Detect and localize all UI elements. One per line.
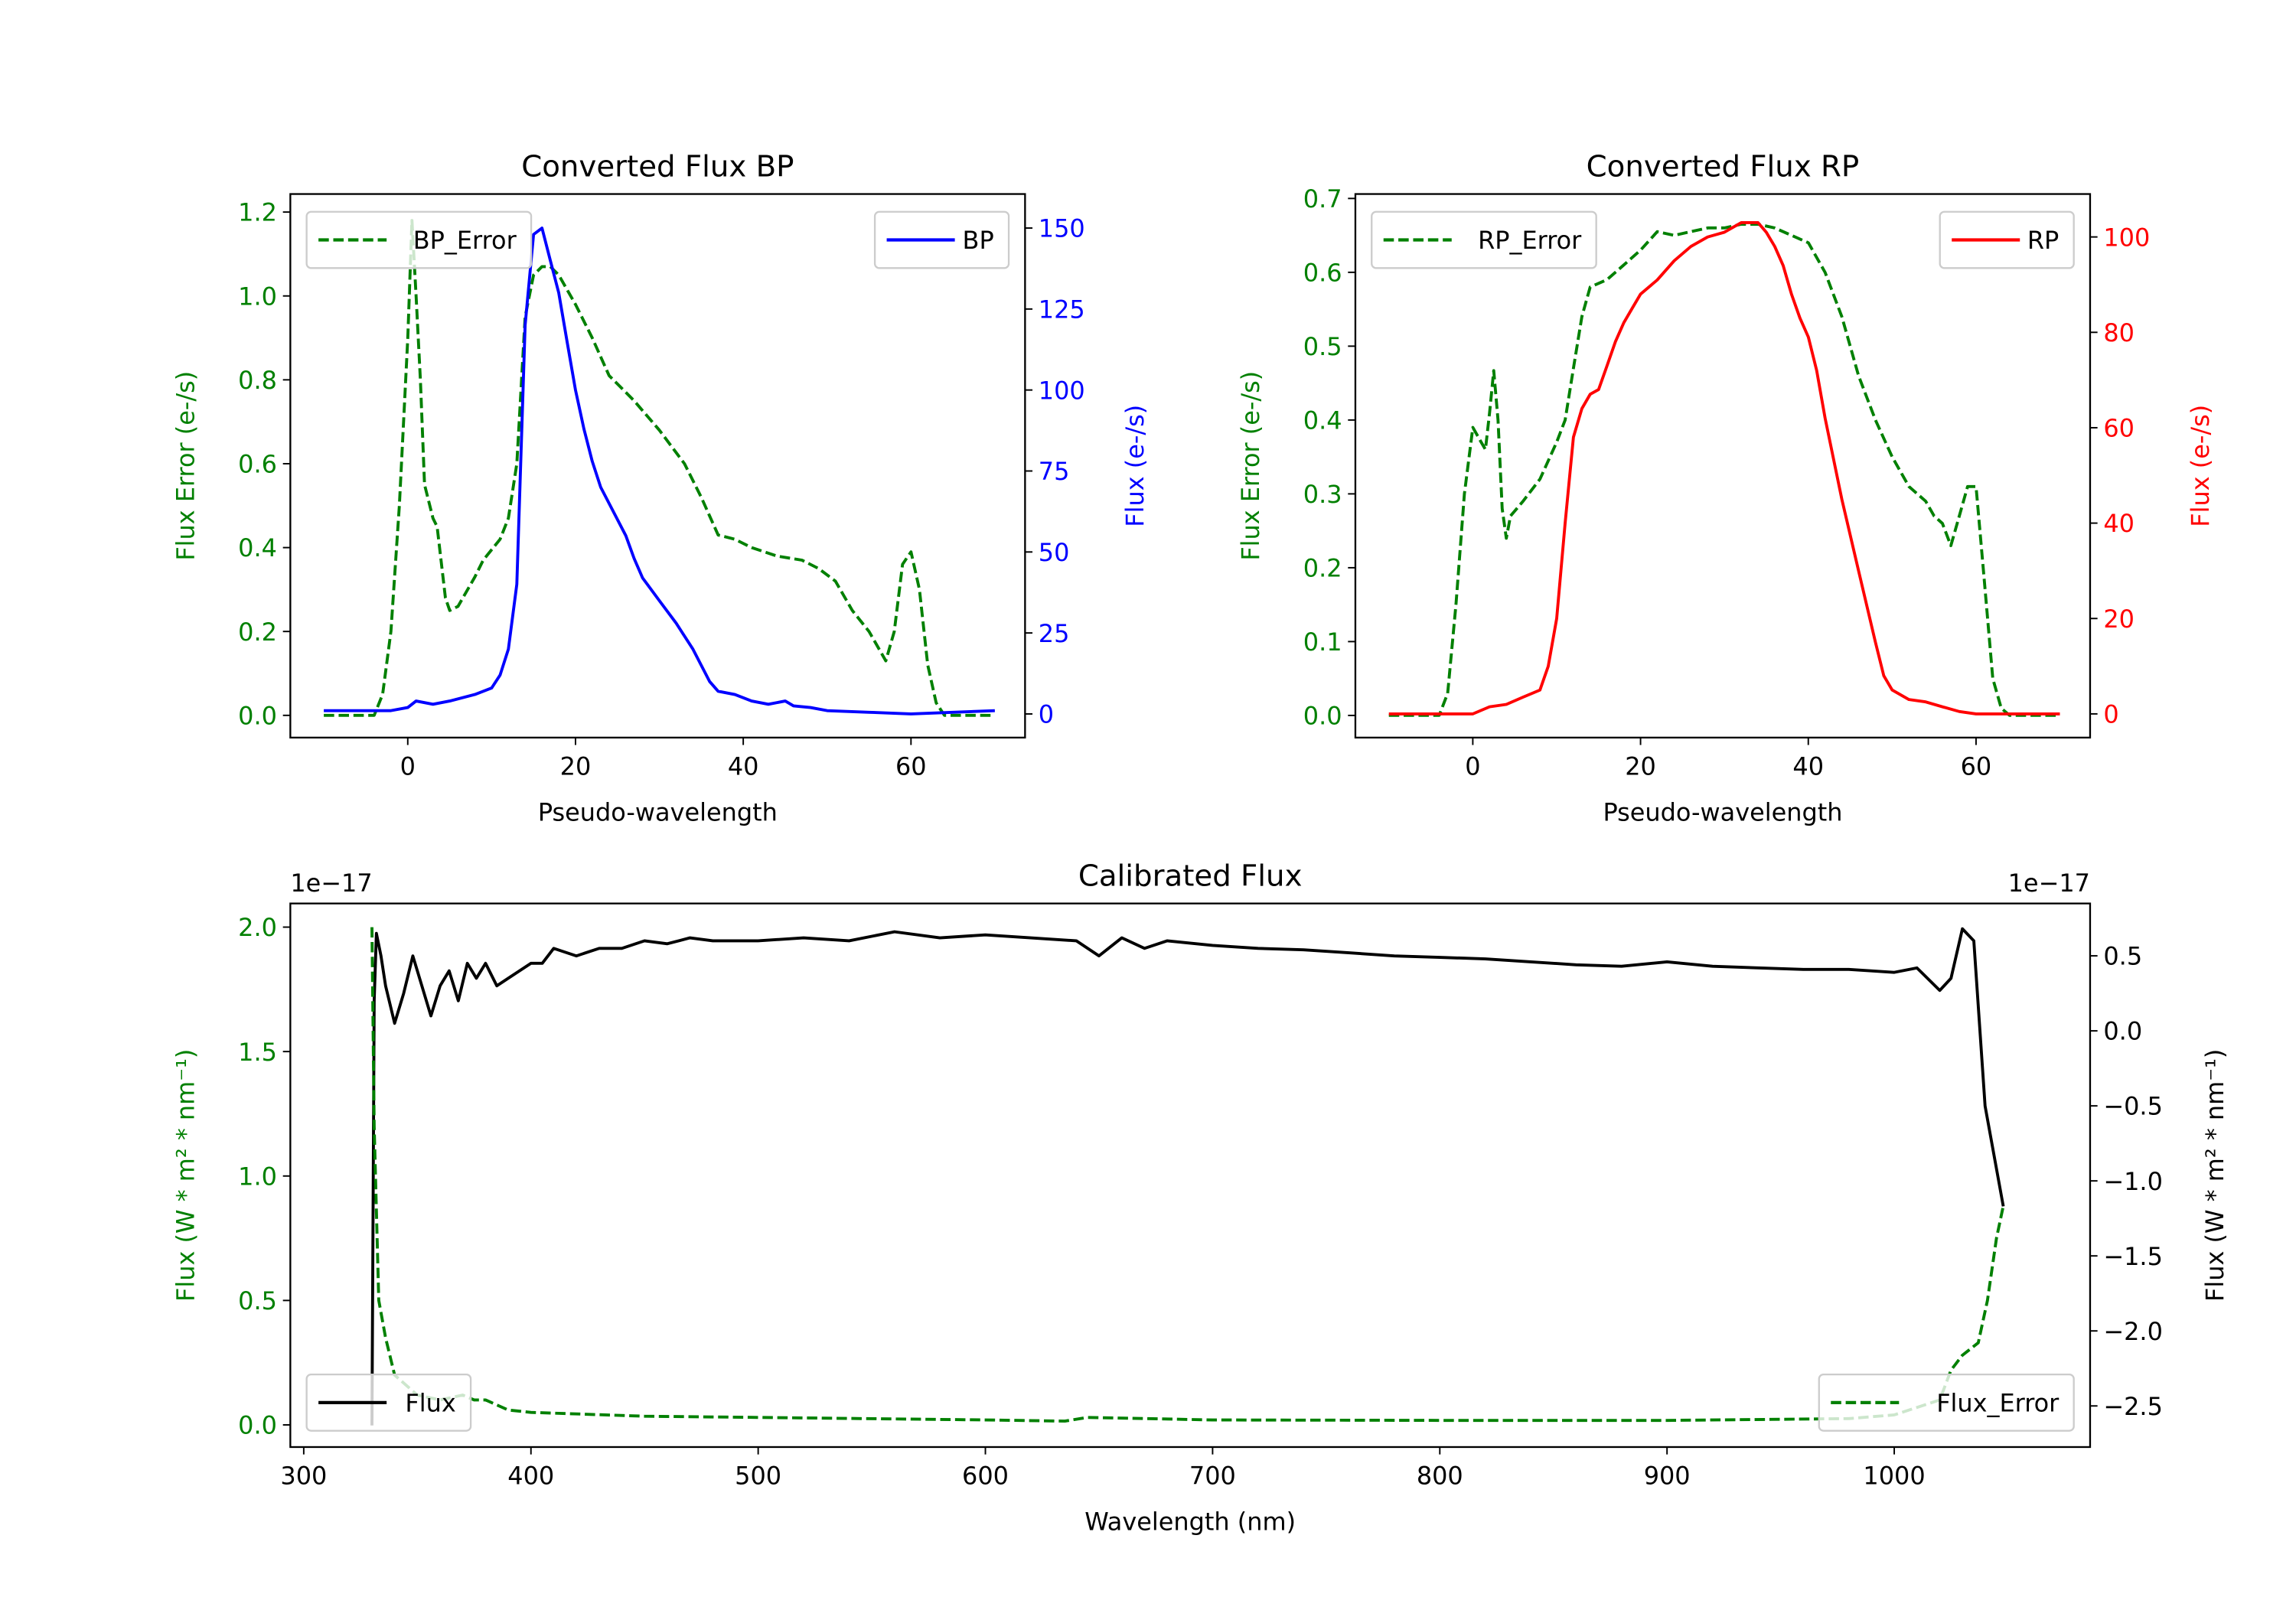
chart-title: Calibrated Flux: [1078, 859, 1303, 893]
chart-panel: 0 20 40 60 0.0 0.2 0.4 0.6 0.8 1.0 1.2 0 25 50 75 100 12…: [171, 149, 1150, 826]
chart-panel: 300 400 500 600 700 800 900 1000 0.0 0.5 1.0 1.5 2.0…: [171, 859, 2230, 1536]
x-tick-label: 600: [962, 1461, 1009, 1490]
series-line-bp: [324, 227, 995, 715]
y-right-tick-label: 80: [2103, 318, 2135, 347]
y-right-tick-label: −1.0: [2103, 1167, 2163, 1196]
series-line-rp: [1388, 220, 2060, 715]
y-left-tick-label: 0.0: [238, 1411, 277, 1440]
y-left-tick-label: 0.6: [1303, 258, 1342, 287]
y-right-tick-label: 25: [1039, 619, 1070, 648]
y-left-axis-label: Flux Error (e-/s): [1236, 371, 1265, 561]
legend-box: [305, 210, 533, 269]
axes-frame: [289, 902, 2092, 1449]
chart-title: Converted Flux RP: [1587, 149, 1860, 184]
legend-box: [1371, 210, 1597, 269]
y-right-offset-text: 1e−17: [2008, 869, 2090, 898]
y-left-tick-label: 0.3: [1303, 480, 1342, 509]
y-right-tick-label: 125: [1039, 295, 1085, 324]
axes-frame: [289, 193, 1026, 739]
y-right-tick-label: −2.5: [2103, 1392, 2163, 1421]
y-left-offset-text: 1e−17: [290, 869, 372, 898]
legend-flux: Flux: [305, 1373, 472, 1432]
y-left-tick-label: 0.2: [1303, 554, 1342, 583]
y-right-tick-label: 0.0: [2103, 1017, 2142, 1046]
legend-rp: RP: [1939, 210, 2075, 269]
x-tick-label: 20: [1625, 751, 1656, 781]
y-left-tick-label: 1.0: [238, 1162, 277, 1191]
y-right-axis-label: Flux (e-/s): [1120, 405, 1150, 527]
x-tick-label: 800: [1417, 1461, 1463, 1490]
y-right-tick-label: 100: [2103, 223, 2150, 252]
y-left-tick-label: 0.1: [1303, 627, 1342, 657]
legend-box: [1818, 1373, 2075, 1432]
x-tick-label: 0: [1465, 751, 1480, 781]
y-right-tick-label: 100: [1039, 376, 1085, 405]
series-line-rp-error: [1388, 223, 2060, 717]
x-tick-label: 60: [1961, 751, 1992, 781]
legend-rp-error: RP_Error: [1371, 210, 1597, 269]
x-tick-label: 40: [728, 751, 759, 781]
y-right-tick-label: −0.5: [2103, 1092, 2163, 1121]
series-line-flux: [370, 927, 2005, 1426]
y-left-tick-label: 1.2: [238, 198, 277, 227]
x-tick-label: 60: [895, 751, 927, 781]
legend-bp: BP: [873, 210, 1010, 269]
chart-panel: 0 20 40 60 0.0 0.1 0.2 0.3 0.4 0.5 0.6 0.7 0 20 40 60 80…: [1236, 149, 2215, 826]
y-right-tick-label: 20: [2103, 605, 2135, 634]
legend-label: BP_Error: [413, 226, 517, 255]
x-axis-label: Pseudo-wavelength: [538, 797, 778, 826]
legend-label: BP: [963, 226, 994, 255]
y-right-tick-label: 75: [1039, 457, 1070, 486]
y-left-tick-label: 1.5: [238, 1038, 277, 1067]
y-left-tick-label: 0.0: [238, 701, 277, 730]
axes-frame: [1354, 193, 2092, 739]
y-left-axis-label: Flux Error (e-/s): [171, 371, 201, 561]
legend-box: [305, 1373, 472, 1432]
x-tick-label: 700: [1189, 1461, 1236, 1490]
y-left-tick-label: 0.5: [238, 1286, 277, 1315]
y-left-tick-label: 0.8: [238, 366, 277, 395]
y-left-tick-label: 1.0: [238, 282, 277, 311]
y-right-tick-label: 60: [2103, 414, 2135, 443]
x-tick-label: 400: [507, 1461, 554, 1490]
y-left-tick-label: 2.0: [238, 913, 277, 942]
y-left-tick-label: 0.6: [238, 450, 277, 479]
y-left-tick-label: 0.5: [1303, 332, 1342, 361]
x-tick-label: 40: [1792, 751, 1824, 781]
y-right-tick-label: 150: [1039, 214, 1085, 243]
y-right-tick-label: 0: [2103, 700, 2118, 729]
legend-bp-error: BP_Error: [305, 210, 533, 269]
y-right-tick-label: 50: [1039, 538, 1070, 567]
y-left-tick-label: 0.7: [1303, 184, 1342, 214]
x-axis-label: Wavelength (nm): [1084, 1507, 1296, 1536]
y-right-tick-label: −2.0: [2103, 1317, 2163, 1346]
legend-label: Flux: [405, 1389, 455, 1418]
y-right-tick-label: −1.5: [2103, 1242, 2163, 1271]
x-tick-label: 0: [400, 751, 416, 781]
legend-label: RP: [2027, 226, 2059, 255]
y-right-tick-label: 40: [2103, 509, 2135, 538]
x-tick-label: 900: [1644, 1461, 1691, 1490]
chart-title: Converted Flux BP: [521, 149, 794, 184]
y-right-tick-label: 0.5: [2103, 942, 2142, 971]
y-right-axis-label: Flux (W * m² * nm⁻¹): [2200, 1049, 2229, 1302]
y-left-tick-label: 0.2: [238, 618, 277, 647]
legend-label: RP_Error: [1478, 226, 1582, 255]
legend-label: Flux_Error: [1936, 1389, 2060, 1418]
series-line-bp-error: [324, 219, 995, 717]
series-line-flux-error: [370, 927, 2005, 1423]
y-left-tick-label: 0.4: [1303, 406, 1342, 435]
x-tick-label: 500: [735, 1461, 781, 1490]
x-tick-label: 300: [280, 1461, 327, 1490]
x-tick-label: 20: [560, 751, 592, 781]
y-left-tick-label: 0.4: [238, 533, 277, 562]
x-axis-label: Pseudo-wavelength: [1603, 797, 1842, 826]
y-right-tick-label: 0: [1039, 700, 1054, 729]
y-right-axis-label: Flux (e-/s): [2186, 405, 2215, 527]
y-left-axis-label: Flux (W * m² * nm⁻¹): [171, 1049, 201, 1302]
legend-flux-error: Flux_Error: [1818, 1373, 2075, 1432]
x-tick-label: 1000: [1863, 1461, 1925, 1490]
y-left-tick-label: 0.0: [1303, 702, 1342, 731]
